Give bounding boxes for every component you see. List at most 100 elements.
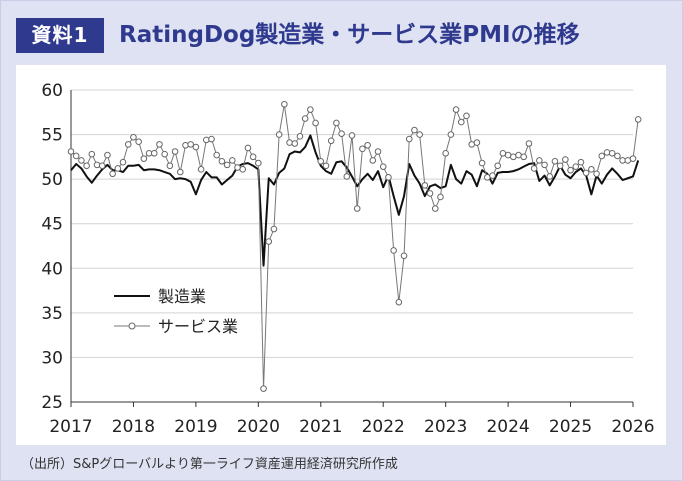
services-point (114, 165, 122, 172)
services-point (265, 238, 273, 245)
services-point (260, 385, 267, 392)
services-point (275, 131, 283, 138)
services-point (301, 115, 309, 122)
legend-services-label: サービス業 (158, 317, 238, 336)
services-point (223, 161, 231, 169)
services-point (489, 172, 496, 179)
services-point (634, 116, 642, 123)
x-axis-ticks: 2017 2018 2019 2020 2021 2022 2023 2024 2025 2026 (49, 402, 655, 437)
x-tick-label: 2020 (237, 417, 280, 437)
services-point (322, 162, 330, 170)
services-point (405, 135, 413, 143)
services-point (156, 141, 163, 148)
services-point (333, 119, 340, 127)
services-point (562, 156, 569, 163)
services-point (255, 159, 262, 167)
services-point (104, 151, 111, 159)
services-point (161, 150, 168, 158)
services-point (166, 162, 174, 170)
services-point (598, 152, 606, 160)
services-point (379, 163, 387, 170)
x-tick-label: 2021 (299, 417, 342, 437)
y-tick-label: 25 (41, 393, 63, 413)
legend-services-marker (128, 322, 136, 330)
services-point (353, 205, 361, 212)
services-point (551, 158, 559, 165)
y-tick-label: 30 (41, 348, 63, 368)
services-point (203, 136, 210, 144)
services-point (281, 100, 288, 108)
services-point (525, 140, 533, 147)
services-point (582, 169, 590, 177)
services-point (338, 130, 345, 137)
x-tick-label: 2017 (49, 417, 92, 437)
services-point (244, 144, 252, 152)
services-point (494, 162, 502, 170)
y-tick-label: 60 (41, 81, 63, 101)
services-point (400, 252, 408, 260)
services-point (72, 152, 80, 160)
services-point (416, 131, 423, 138)
source-note: （出所）S&Pグローバルより第一ライフ資産運用経済研究所作成 (21, 457, 398, 472)
x-tick-label: 2025 (549, 417, 592, 437)
services-point (270, 225, 278, 233)
services-point (364, 141, 371, 149)
services-point (135, 138, 142, 145)
services-point (312, 119, 319, 127)
services-point (452, 106, 460, 113)
services-point (369, 157, 377, 164)
y-tick-label: 55 (41, 126, 63, 146)
services-point (572, 163, 580, 170)
x-tick-label: 2023 (424, 417, 467, 437)
services-point (374, 148, 382, 155)
legend-manufacturing-label: 製造業 (158, 287, 206, 306)
services-point (150, 149, 158, 157)
series-markers (67, 100, 642, 392)
services-point (213, 151, 220, 159)
services-point (348, 132, 356, 139)
services-point (83, 162, 90, 170)
services-point (130, 133, 137, 141)
services-point (218, 158, 226, 165)
services-point (93, 161, 101, 169)
services-point (171, 148, 179, 155)
figure-badge: 資料1 (16, 18, 104, 53)
services-point (291, 140, 299, 147)
services-point (78, 157, 85, 164)
services-point (286, 139, 293, 146)
services-point (109, 170, 116, 178)
services-point (442, 149, 449, 157)
services-point (249, 153, 257, 161)
x-tick-label: 2024 (486, 417, 529, 437)
services-point (520, 153, 528, 161)
x-tick-label: 2022 (362, 417, 405, 437)
services-point (577, 158, 585, 166)
figure-header: 資料1 RatingDog製造業・サービス業PMIの推移 (1, 1, 682, 63)
services-point (614, 152, 621, 160)
services-point (229, 157, 236, 164)
services-point (536, 157, 543, 164)
services-point (411, 126, 418, 134)
services-point (176, 168, 184, 176)
services-point (124, 141, 132, 148)
services-point (140, 155, 148, 162)
services-point (447, 131, 455, 138)
y-axis-ticks: 25 30 35 40 45 50 55 60 (41, 81, 63, 413)
services-point (603, 149, 611, 156)
y-tick-label: 35 (41, 304, 63, 324)
services-point (530, 165, 538, 172)
manufacturing-line (70, 134, 640, 267)
y-tick-label: 50 (41, 170, 63, 190)
x-tick-label: 2018 (112, 417, 155, 437)
services-point (208, 135, 215, 143)
services-point (192, 143, 200, 151)
services-point (473, 139, 481, 146)
services-point (546, 173, 554, 180)
services-point (541, 161, 548, 169)
services-point (307, 106, 314, 113)
services-point (421, 182, 429, 189)
services-point (343, 173, 351, 180)
